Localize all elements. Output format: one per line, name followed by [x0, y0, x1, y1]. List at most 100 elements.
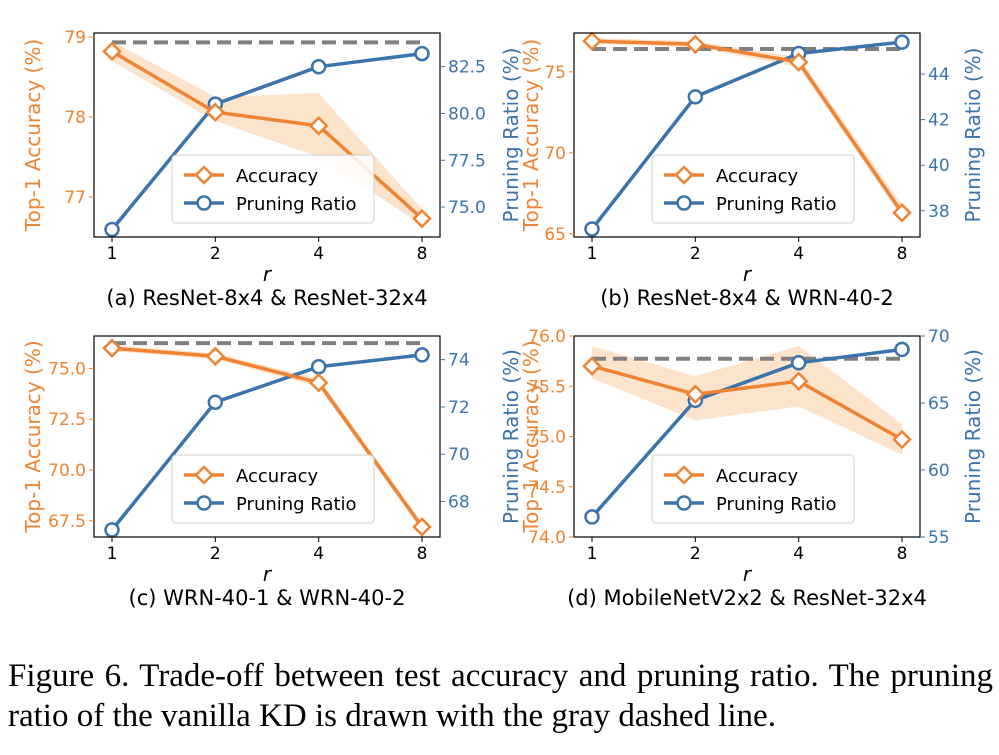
accuracy-point: [102, 338, 122, 358]
subplot-title: (a) ResNet-8x4 & ResNet-32x4: [106, 286, 427, 310]
legend-accuracy-marker: [194, 465, 214, 485]
x-axis-label: r: [263, 562, 273, 586]
y-left-tick-label: 75: [544, 63, 566, 83]
pruning-ratio-point: [687, 89, 704, 105]
accuracy-line: [591, 364, 903, 442]
axes-frame: [573, 32, 921, 238]
y-left-tick-label: 74.0: [528, 528, 566, 548]
legend-pruning-label: Pruning Ratio: [716, 494, 837, 515]
x-tick-label: 8: [417, 544, 428, 564]
y-right-axis-label: Pruning Ratio (%): [499, 48, 523, 223]
pruning-ratio-point: [104, 522, 120, 538]
y-right-tick-label: 42: [928, 111, 950, 131]
pruning-ratio-line: [590, 40, 903, 231]
legend-box: [651, 454, 855, 524]
legend-pruning-label: Pruning Ratio: [236, 194, 357, 215]
y-right-tick-label: 74: [448, 351, 470, 371]
x-tick-label: 4: [313, 244, 324, 264]
accuracy-point: [582, 31, 602, 51]
legend-accuracy-label: Accuracy: [236, 166, 319, 187]
y-left-tick-label: 72.5: [48, 410, 86, 430]
y-left-axis-label: Top-1 Accuracy (%): [21, 39, 45, 232]
x-axis-label: r: [743, 262, 753, 286]
legend-accuracy-label: Accuracy: [236, 466, 319, 487]
axes-frame: [93, 32, 441, 238]
legend-accuracy-marker: [194, 165, 214, 185]
pruning-ratio-point: [584, 509, 600, 525]
y-right-tick-label: 40: [928, 156, 950, 176]
y-right-tick-label: 68: [448, 493, 470, 513]
accuracy-point: [205, 102, 226, 122]
y-right-tick-label: 80.0: [448, 104, 486, 124]
chart-panel-2: 1 2 4 8 67.5 70.0 72.5 75.0 68 70 72 74 Top-1 Accura…: [21, 335, 523, 610]
figure-6: 1 2 4 8 77 78 79 75.0 77.5 80.0 82.5 Top-1 Accuracy…: [21, 28, 985, 610]
pruning-ratio-point: [207, 394, 224, 410]
x-tick-label: 2: [210, 244, 221, 264]
y-left-tick-label: 70.0: [48, 461, 86, 481]
legend-pruning-label: Pruning Ratio: [236, 494, 357, 515]
y-left-tick-label: 78: [64, 108, 86, 128]
y-left-tick-label: 65: [544, 225, 566, 245]
subplot-title: (c) WRN-40-1 & WRN-40-2: [129, 586, 406, 610]
x-tick-label: 8: [897, 244, 908, 264]
accuracy-point: [102, 41, 122, 62]
accuracy-point: [788, 52, 809, 72]
legend-box: [651, 154, 855, 224]
accuracy-point: [892, 202, 912, 223]
legend-pruning-marker: [196, 195, 212, 211]
y-right-tick-label: 38: [928, 202, 950, 222]
accuracy-point: [788, 371, 809, 391]
y-left-axis-label: Top-1 Accuracy (%): [519, 340, 543, 533]
legend-box: [171, 154, 375, 224]
x-tick-label: 2: [690, 244, 701, 264]
legend-pruning-label: Pruning Ratio: [716, 194, 837, 215]
pruning-ratio-point: [310, 58, 327, 75]
x-tick-label: 1: [587, 544, 598, 564]
pruning-ratio-point: [414, 347, 430, 363]
axes-frame: [93, 335, 441, 538]
legend-accuracy-label: Accuracy: [716, 166, 799, 187]
accuracy-std-band: [112, 41, 422, 225]
accuracy-point: [582, 356, 602, 376]
y-left-axis-label: Top-1 Accuracy (%): [21, 340, 45, 533]
pruning-ratio-point: [894, 341, 910, 358]
y-right-tick-label: 65: [928, 394, 950, 414]
y-left-tick-label: 75.0: [48, 359, 86, 379]
y-left-tick-label: 75.0: [528, 428, 566, 448]
x-axis-label: r: [743, 562, 753, 586]
x-tick-label: 8: [417, 244, 428, 264]
x-tick-label: 4: [793, 244, 804, 264]
accuracy-point: [685, 384, 706, 405]
x-tick-label: 2: [210, 544, 221, 564]
legend-accuracy-marker: [674, 465, 694, 485]
pruning-ratio-point: [310, 358, 327, 375]
y-left-tick-label: 79: [64, 28, 86, 48]
accuracy-point: [412, 517, 432, 537]
y-right-tick-label: 77.5: [448, 151, 486, 171]
x-tick-label: 4: [793, 544, 804, 564]
y-right-tick-label: 55: [928, 528, 950, 548]
x-tick-label: 8: [897, 544, 908, 564]
x-tick-label: 1: [107, 544, 118, 564]
legend-pruning-marker: [196, 495, 212, 511]
accuracy-line: [591, 39, 904, 214]
x-tick-label: 1: [107, 244, 118, 264]
accuracy-point: [308, 372, 329, 393]
pruning-ratio-line: [110, 51, 423, 231]
legend-pruning-marker: [676, 495, 692, 511]
subplot-title: (b) ResNet-8x4 & WRN-40-2: [600, 286, 894, 310]
y-left-tick-label: 77: [64, 188, 86, 208]
pruning-ratio-line: [590, 347, 903, 519]
y-left-tick-label: 67.5: [48, 512, 86, 532]
y-left-tick-label: 74.5: [528, 478, 566, 498]
legend-box: [171, 454, 375, 524]
y-right-tick-label: 70: [928, 327, 950, 347]
legend-accuracy-label: Accuracy: [716, 466, 799, 487]
y-left-tick-label: 70: [544, 144, 566, 164]
legend-accuracy-marker: [674, 165, 694, 185]
pruning-ratio-point: [584, 221, 600, 237]
pruning-ratio-point: [894, 34, 910, 50]
chart-panel-3: 1 2 4 8 74.0 74.5 75.0 75.5 76.0 55 60 65 70 Top-1 Ac…: [519, 327, 985, 610]
pruning-ratio-point: [790, 355, 807, 371]
accuracy-point: [892, 429, 912, 450]
